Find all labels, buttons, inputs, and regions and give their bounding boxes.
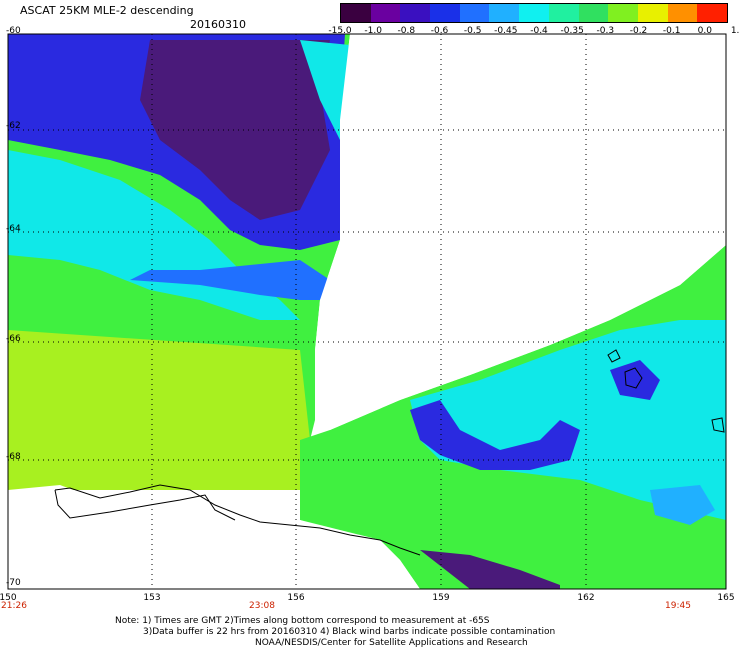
blue-band	[8, 50, 140, 130]
deep-purple-region	[140, 40, 330, 220]
blue-strip	[130, 260, 330, 300]
colorbar-swatch	[697, 4, 727, 22]
time-label: 21:26	[1, 601, 27, 611]
coastline	[54, 484, 421, 556]
lat-label: -70	[6, 578, 21, 588]
colorbar-label: -0.8	[397, 26, 416, 36]
map-date: 20160310	[190, 18, 246, 31]
blue-swirl	[410, 400, 580, 470]
colorbar-swatch	[489, 4, 520, 22]
colorbar-swatch	[430, 4, 460, 22]
map-title: ASCAT 25KM MLE-2 descending	[20, 4, 194, 17]
colorbar-swatch	[459, 4, 490, 22]
footnote-line: NOAA/NESDIS/Center for Satellite Applica…	[255, 638, 528, 648]
colorbar-label: -0.1	[662, 26, 681, 36]
lon-label: 165	[717, 593, 735, 603]
lon-label: 150	[0, 593, 17, 603]
colorbar-swatch	[341, 4, 371, 22]
contamination-contour	[607, 349, 725, 433]
colorbar-label: 1.0	[730, 26, 740, 36]
colorbar-label: -0.45	[494, 26, 518, 36]
lat-label: -64	[6, 224, 21, 234]
colorbar-swatch	[667, 4, 698, 22]
colorbar-swatch	[637, 4, 668, 22]
colorbar-swatch	[548, 4, 579, 22]
colorbar-label: -0.6	[430, 26, 449, 36]
colorbar	[340, 3, 728, 23]
colorbar-swatch	[519, 4, 549, 22]
lat-label: -62	[6, 121, 21, 131]
colorbar-label: -1.0	[364, 26, 382, 36]
time-label: 23:08	[249, 601, 275, 611]
lon-label: 162	[577, 593, 595, 603]
colorbar-label: -15.0	[328, 26, 352, 36]
plot-frame	[7, 33, 727, 590]
lon-label: 156	[287, 593, 305, 603]
colorbar-label: 0.0	[697, 26, 712, 36]
colorbar-label: -0.4	[530, 26, 548, 36]
land-mask	[8, 485, 420, 589]
colorbar-labels: -15.0 -1.0 -0.8 -0.6 -0.5 -0.45 -0.4 -0.…	[328, 26, 740, 38]
data-field	[8, 34, 726, 589]
lat-label: -60	[6, 26, 21, 36]
footnote-line: 3)Data buffer is 22 hrs from 20160310 4)…	[143, 627, 556, 637]
time-label: 19:45	[665, 601, 691, 611]
colorbar-swatch	[400, 4, 431, 22]
no-data-gap	[315, 34, 726, 430]
colorbar-swatch	[608, 4, 638, 22]
purple-edge	[420, 550, 560, 589]
colorbar-label: -0.3	[596, 26, 615, 36]
lon-label: 159	[432, 593, 450, 603]
lat-label: -66	[6, 334, 21, 344]
colorbar-label: -0.2	[629, 26, 648, 36]
colorbar-label: -0.35	[560, 26, 584, 36]
blue-spot-bottom	[650, 485, 715, 525]
yellow-green-region	[8, 330, 310, 490]
colorbar-swatch	[370, 4, 401, 22]
footnote: Note: 1) Times are GMT 2)Times along bot…	[115, 616, 555, 649]
colorbar-swatch	[578, 4, 609, 22]
colorbar-label: -0.5	[463, 26, 482, 36]
footnote-line: Note: 1) Times are GMT 2)Times along bot…	[115, 616, 490, 626]
lat-label: -68	[6, 452, 21, 462]
lon-label: 153	[143, 593, 161, 603]
blue-spot	[610, 360, 660, 400]
